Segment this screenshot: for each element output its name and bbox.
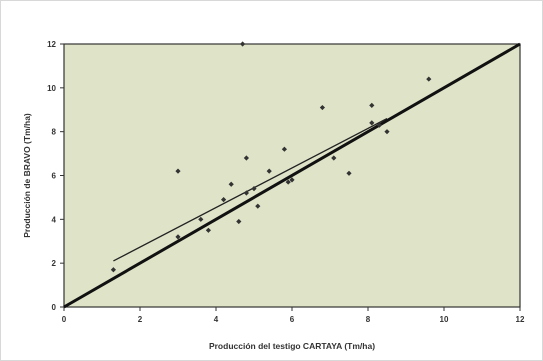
y-tick-label: 4 xyxy=(52,215,57,224)
x-axis-label: Producción del testigo CARTAYA (Tm/ha) xyxy=(209,341,375,351)
x-tick-label: 0 xyxy=(62,315,67,324)
data-point xyxy=(251,186,257,192)
x-tick-label: 8 xyxy=(366,315,371,324)
data-point xyxy=(240,41,246,47)
data-point xyxy=(285,179,291,185)
y-tick-label: 6 xyxy=(52,172,57,181)
data-point xyxy=(175,168,181,174)
data-point xyxy=(255,203,261,209)
data-point xyxy=(376,122,382,128)
regression-lines xyxy=(63,42,521,309)
data-point xyxy=(369,102,375,108)
y-tick-label: 10 xyxy=(47,84,56,93)
data-point xyxy=(198,216,204,222)
identity-line xyxy=(63,42,521,309)
y-tick-label: 12 xyxy=(47,40,56,49)
data-point xyxy=(289,177,295,183)
data-point xyxy=(175,234,181,240)
y-tick-label: 0 xyxy=(52,303,57,312)
axis-ticks: 0 2 4 6 8 10 12 0 2 4 6 8 10 12 xyxy=(47,40,525,324)
x-tick-label: 12 xyxy=(516,315,525,324)
x-tick-label: 6 xyxy=(290,315,295,324)
data-points xyxy=(110,41,432,273)
data-point xyxy=(110,267,116,273)
x-tick-label: 2 xyxy=(138,315,143,324)
data-point xyxy=(205,227,211,233)
data-point xyxy=(346,170,352,176)
y-axis-label: Producción de BRAVO (Tm/ha) xyxy=(22,113,32,238)
data-point xyxy=(319,104,325,111)
data-point xyxy=(369,120,375,126)
data-point xyxy=(426,76,432,82)
y-tick-label: 8 xyxy=(52,128,57,137)
data-point xyxy=(331,155,337,161)
data-point xyxy=(384,129,390,135)
x-tick-label: 4 xyxy=(214,315,219,324)
data-point xyxy=(266,168,272,174)
trend-line xyxy=(113,117,388,262)
x-tick-label: 10 xyxy=(440,315,449,324)
data-point xyxy=(243,190,249,196)
data-point xyxy=(228,181,234,187)
data-point xyxy=(243,155,249,161)
data-point xyxy=(221,197,227,203)
data-point xyxy=(236,218,242,225)
y-tick-label: 2 xyxy=(52,259,57,268)
data-point xyxy=(281,146,287,152)
